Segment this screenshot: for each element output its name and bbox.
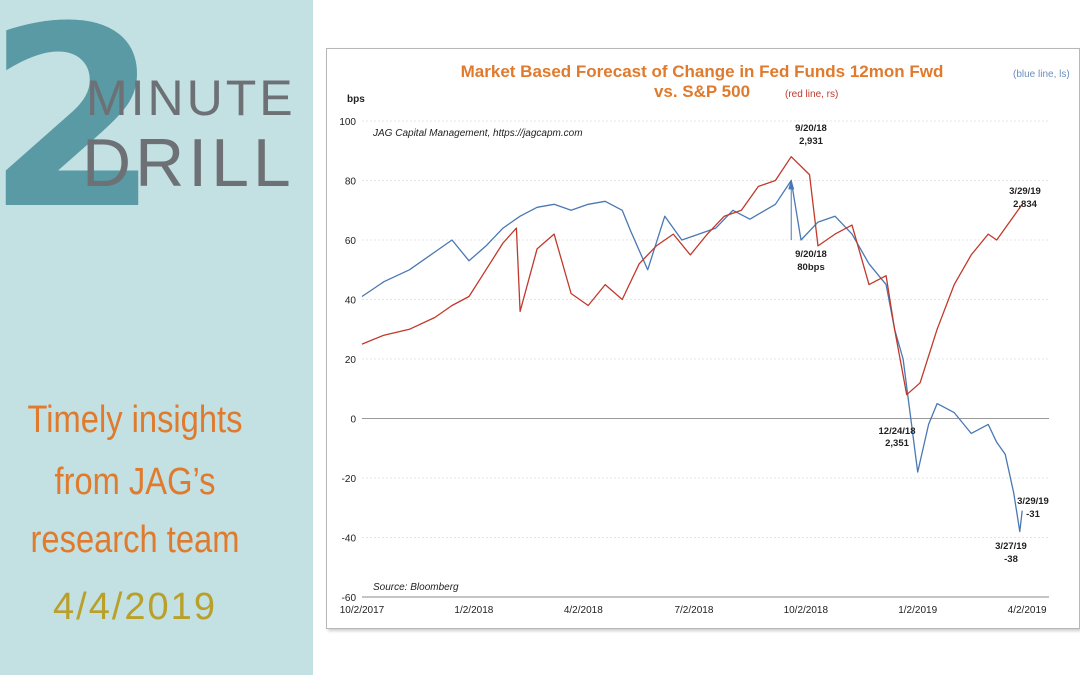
big-number-2: 2 <box>0 0 160 264</box>
y-tick-label: -40 <box>342 534 357 545</box>
x-tick-label: 1/2/2019 <box>898 605 937 616</box>
tagline-line-3: research team <box>30 519 240 561</box>
chart-credit: JAG Capital Management, https://jagcapm.… <box>372 128 583 139</box>
tagline-line-1: Timely insights <box>27 399 243 441</box>
sidebar-panel: 2 MINUTE DRILL Timely insights from JAG’… <box>0 0 313 675</box>
drill-label: DRILL <box>82 125 295 201</box>
x-tick-label: 1/2/2018 <box>454 605 493 616</box>
y-tick-label: 40 <box>345 296 357 307</box>
chart-frame: Market Based Forecast of Change in Fed F… <box>326 48 1080 629</box>
chart-title-main: Market Based Forecast of Change in Fed F… <box>461 62 944 81</box>
x-tick-label: 10/2/2018 <box>784 605 829 616</box>
chart-title-note-red: (red line, rs) <box>785 89 838 100</box>
annot-arrow-head <box>788 179 795 190</box>
post-date: 4/4/2019 <box>53 586 217 628</box>
minute-label: MINUTE <box>86 70 296 126</box>
annot-9-20-18-sp500-value: 2,931 <box>799 136 823 147</box>
y-tick-label: -60 <box>342 593 357 604</box>
y-tick-label: -20 <box>342 474 357 485</box>
tagline-line-2: from JAG’s <box>54 461 216 503</box>
line-chart: Market Based Forecast of Change in Fed F… <box>339 62 1070 616</box>
x-tick-label: 10/2/2017 <box>340 605 385 616</box>
annot-3-29-19-bps-date: 3/29/19 <box>1017 496 1049 507</box>
x-tick-label: 7/2/2018 <box>674 605 713 616</box>
annot-3-27-19-bps-date: 3/27/19 <box>995 541 1027 552</box>
chart-title-sp500: vs. S&P 500 <box>654 82 750 101</box>
annot-9-20-18-bps-date: 9/20/18 <box>795 249 827 260</box>
chart-title-note-blue: (blue line, ls) <box>1013 69 1070 80</box>
x-tick-label: 4/2/2018 <box>564 605 603 616</box>
y-axis-label: bps <box>347 94 365 105</box>
y-tick-label: 100 <box>339 117 356 128</box>
x-tick-label: 4/2/2019 <box>1008 605 1047 616</box>
annot-3-29-19-sp500-date: 3/29/19 <box>1009 186 1041 197</box>
annot-12-24-18-sp500-value: 2,351 <box>885 438 909 449</box>
fed-funds-line <box>361 179 1023 533</box>
y-tick-label: 60 <box>345 236 357 247</box>
chart-source: Source: Bloomberg <box>373 582 459 593</box>
sp500-line <box>361 156 1023 396</box>
annot-9-20-18-bps-value: 80bps <box>797 262 824 273</box>
annot-12-24-18-sp500-date: 12/24/18 <box>879 426 916 437</box>
annot-9-20-18-sp500-date: 9/20/18 <box>795 123 827 134</box>
annot-3-29-19-sp500-value: 2,834 <box>1013 199 1037 210</box>
y-tick-label: 0 <box>350 415 356 426</box>
y-tick-label: 20 <box>345 355 357 366</box>
annot-3-29-19-bps-value: -31 <box>1026 509 1040 520</box>
y-tick-label: 80 <box>345 177 357 188</box>
annot-3-27-19-bps-value: -38 <box>1004 554 1018 565</box>
